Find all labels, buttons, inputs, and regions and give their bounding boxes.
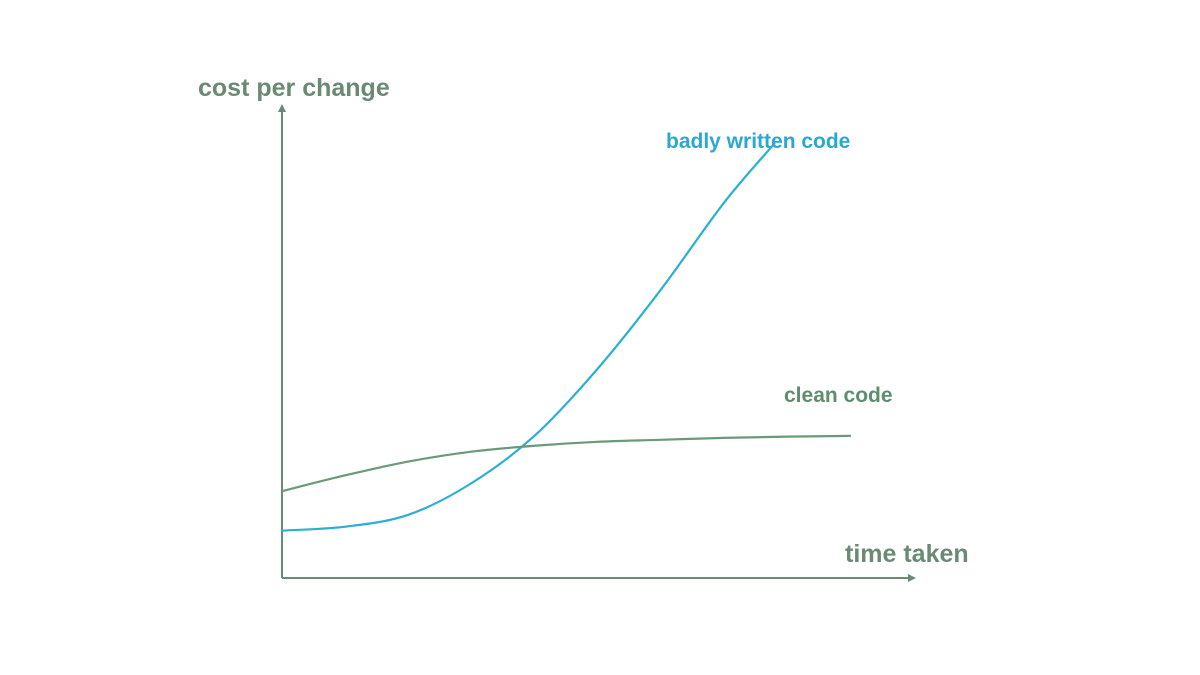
series-label-clean-code: clean code [784,384,893,407]
series-line-badly-written-code [280,142,776,532]
series-layer [280,142,852,532]
series-label-badly-written-code: badly written code [666,130,850,153]
y-axis-label: cost per change [198,74,390,102]
series-line-clean-code [280,434,852,493]
x-axis-label: time taken [845,540,969,568]
